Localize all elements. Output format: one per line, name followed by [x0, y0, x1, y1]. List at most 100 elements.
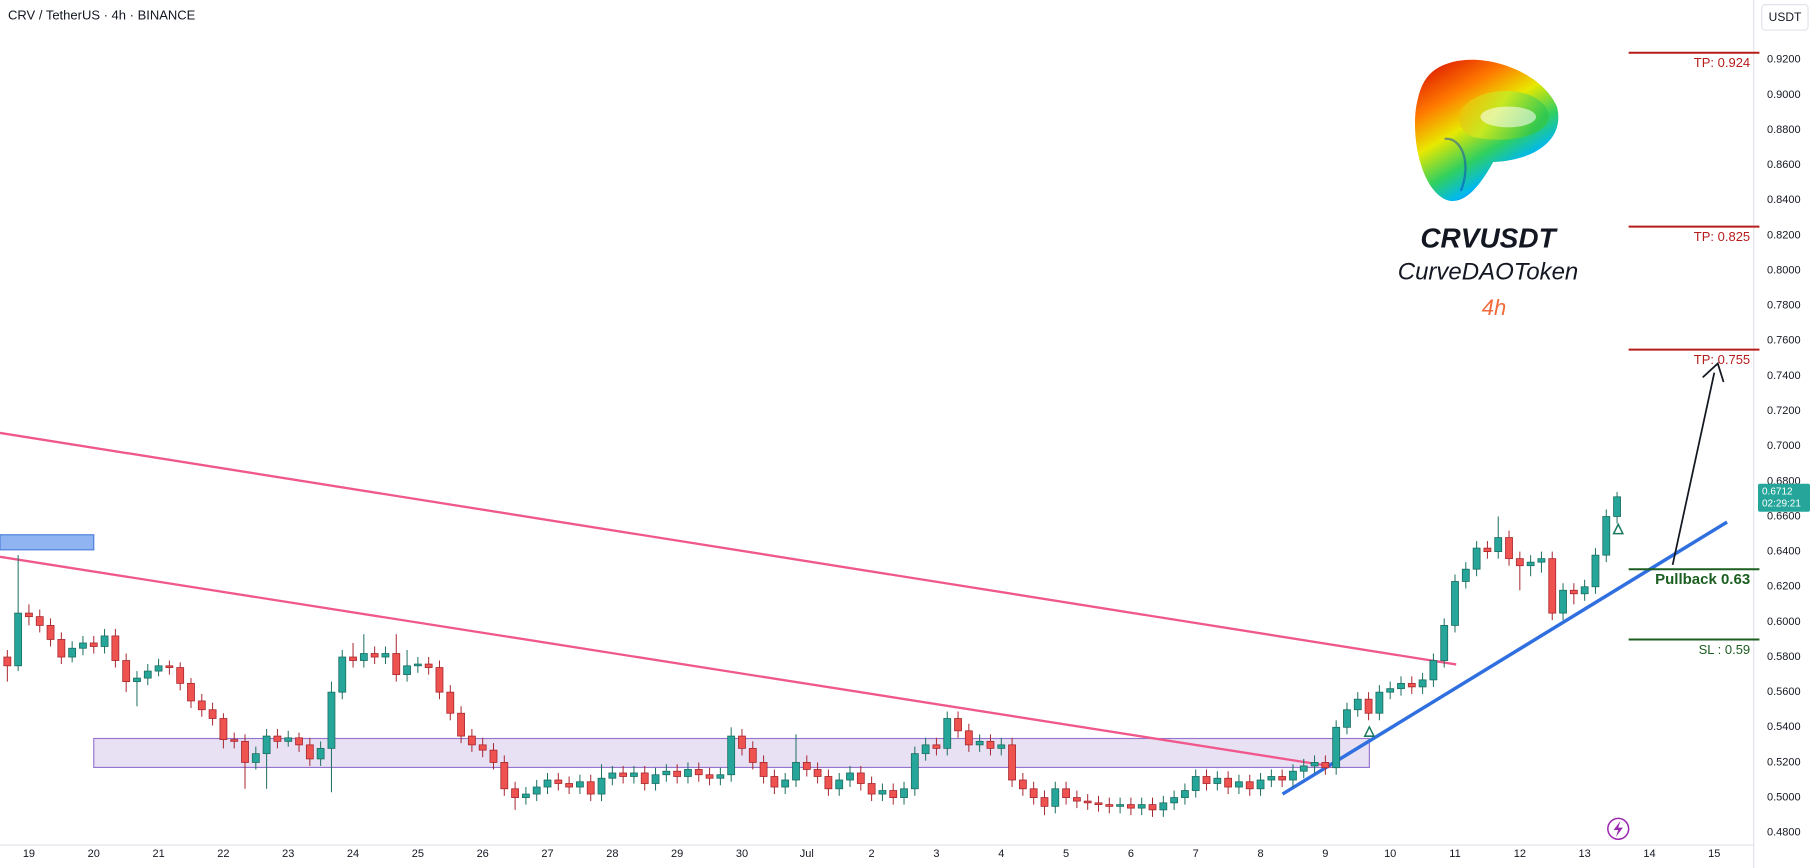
level-label: TP: 0.924 [1694, 55, 1750, 70]
candle-body [1159, 802, 1168, 811]
level-label: Pullback 0.63 [1655, 571, 1750, 588]
candle-body [1407, 682, 1416, 688]
candle-body [327, 691, 336, 749]
candle-body [1040, 797, 1049, 807]
x-tick-label: 25 [412, 848, 424, 860]
x-tick-label: 22 [217, 848, 229, 860]
candle-body [684, 769, 692, 777]
x-tick-label: 14 [1643, 848, 1655, 860]
candle-body [1051, 788, 1060, 807]
x-tick-label: 2 [869, 848, 875, 860]
lightning-bolt [1613, 820, 1623, 837]
y-tick-label: 0.9000 [1767, 89, 1801, 101]
x-tick-label: 8 [1257, 848, 1263, 860]
candle-body [79, 642, 87, 649]
candle-body [1375, 691, 1384, 714]
candle-body [241, 740, 249, 763]
candle-body [1235, 781, 1243, 788]
candle-body [900, 788, 908, 798]
candle-body [608, 772, 617, 779]
x-tick-label: 5 [1063, 848, 1069, 860]
candle-body [25, 612, 33, 618]
candle-body [57, 639, 66, 658]
candle-body [932, 744, 941, 749]
candle-body [370, 653, 379, 658]
candle-body [705, 774, 714, 779]
candle-body [1224, 777, 1233, 788]
currency-box[interactable] [1761, 4, 1809, 31]
y-tick-label: 0.8200 [1767, 229, 1801, 241]
candle-body [921, 744, 930, 755]
candle-body [1494, 537, 1503, 553]
x-tick-label: 9 [1322, 848, 1328, 860]
candle-body [338, 656, 347, 693]
candle-body [1526, 561, 1535, 567]
candle-body [662, 770, 671, 776]
x-tick-label: 3 [933, 848, 939, 860]
y-tick-label: 0.8000 [1767, 264, 1801, 276]
candle-body [1008, 744, 1016, 781]
candle-body [1440, 625, 1449, 661]
candle-body [187, 682, 195, 702]
candle-body [1127, 804, 1135, 809]
candle-body [727, 735, 736, 776]
x-tick-label: 4 [998, 848, 1004, 860]
lightning-icon[interactable] [1607, 817, 1630, 840]
candle-body [1029, 788, 1038, 798]
candle-body [197, 700, 206, 711]
candle-body [878, 790, 887, 795]
candle-body [1515, 558, 1524, 567]
candle-body [910, 753, 919, 790]
x-tick-label: 7 [1193, 848, 1199, 860]
candle-body [1591, 554, 1600, 588]
x-tick-label: 21 [152, 848, 164, 860]
y-tick-label: 0.7400 [1767, 370, 1801, 382]
candle-body [500, 762, 509, 790]
candle-body [997, 744, 1006, 749]
candle-body [435, 667, 444, 693]
candle-body [532, 786, 541, 795]
candle-body [1451, 581, 1459, 626]
candle-body [1353, 698, 1362, 711]
candle-body [316, 747, 325, 760]
candle-body [1267, 776, 1276, 781]
x-tick-label: 27 [541, 848, 553, 860]
y-tick-label: 0.8800 [1767, 124, 1801, 136]
candle-body [143, 670, 152, 679]
candle-body [251, 753, 260, 763]
candle-body [759, 762, 768, 777]
level-label: TP: 0.825 [1694, 229, 1750, 244]
x-tick-label: 26 [477, 848, 489, 860]
candle-body [165, 665, 174, 668]
candle-body [1343, 709, 1351, 728]
y-tick-label: 0.7800 [1767, 300, 1801, 312]
candle-body [748, 747, 757, 763]
candle-body [640, 772, 649, 784]
candle-body [273, 735, 282, 742]
candle-body [1548, 558, 1557, 614]
candle-body [230, 739, 239, 742]
candle-body [964, 730, 973, 746]
candle-body [792, 762, 800, 781]
price-tag-label: 0.6712 [1762, 486, 1793, 497]
candle-body [1278, 776, 1287, 781]
candle-body [111, 635, 120, 661]
candle-body [1321, 762, 1330, 769]
candle-body [122, 660, 131, 683]
y-tick-label: 0.5800 [1767, 651, 1801, 663]
candle-body [1170, 797, 1179, 804]
candle-body [1181, 790, 1189, 798]
candle-body [1116, 804, 1124, 807]
candle-body [403, 665, 411, 675]
y-tick-label: 0.9200 [1767, 54, 1801, 66]
candle-body [1202, 776, 1211, 784]
candle-body [413, 663, 422, 667]
candle-body [630, 772, 638, 777]
candle-body [1472, 547, 1481, 570]
signal-marker [1612, 522, 1625, 535]
candle-body [176, 667, 185, 684]
candle-body [576, 781, 584, 788]
candle-body [802, 762, 811, 770]
candle-body [511, 788, 519, 798]
